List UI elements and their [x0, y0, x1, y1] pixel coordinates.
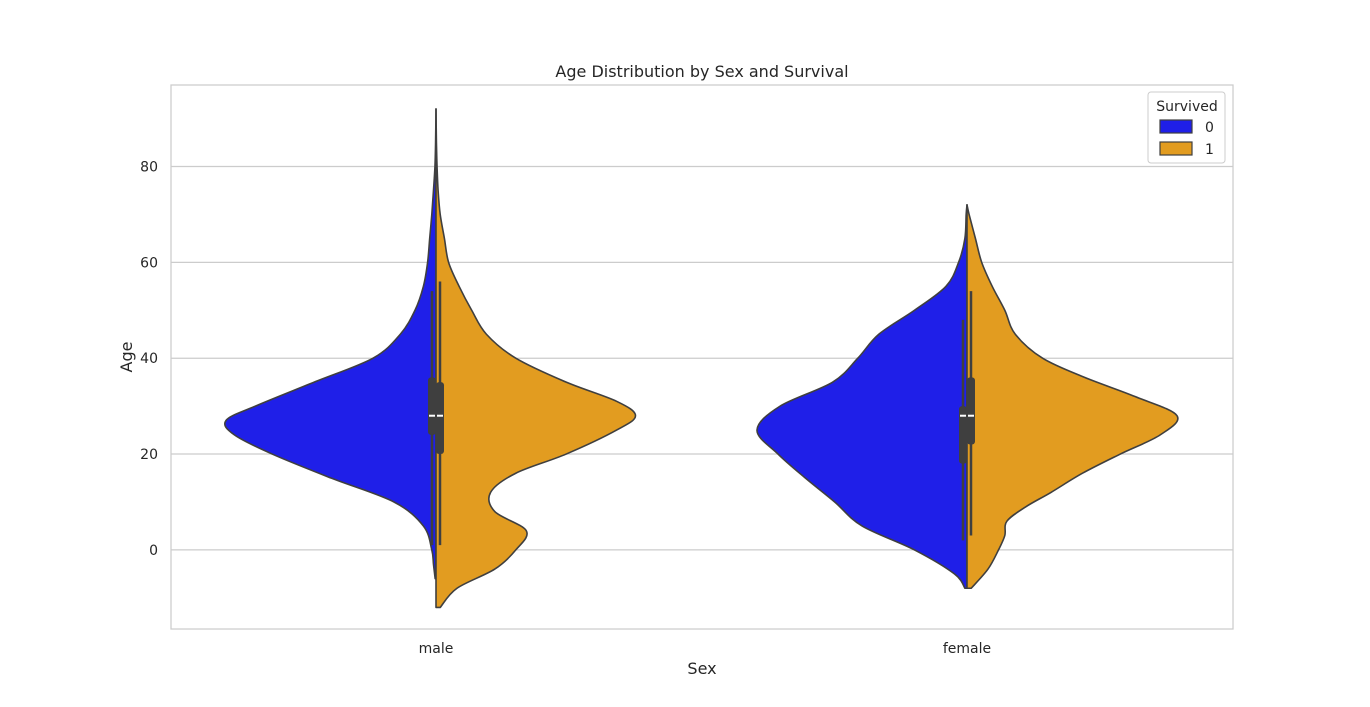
- y-tick-label: 80: [140, 159, 158, 175]
- y-tick-label: 0: [149, 543, 158, 559]
- y-tick-label: 20: [140, 447, 158, 463]
- y-tick-label: 40: [140, 351, 158, 367]
- plot-frame: [170, 84, 1234, 630]
- x-axis-label: Sex: [687, 659, 716, 678]
- inner-boxes: [428, 281, 975, 546]
- x-tick-label: male: [419, 641, 454, 657]
- legend-swatch-1: [1159, 141, 1193, 156]
- iqr-box-male-survived-1: [436, 382, 444, 455]
- violin-female-survived-0: [756, 204, 968, 590]
- violin-male-survived-1: [435, 108, 637, 609]
- x-tick-label: female: [943, 641, 991, 657]
- legend-swatch-0: [1159, 119, 1193, 134]
- x-tick-labels: male female: [419, 641, 992, 657]
- grid-lines: [171, 165, 1233, 551]
- legend: Survived 0 1: [1147, 91, 1226, 164]
- legend-label-1: 1: [1205, 142, 1214, 158]
- iqr-box-male-survived-0: [428, 377, 436, 435]
- legend-title: Survived: [1156, 99, 1217, 115]
- y-axis-label: Age: [117, 342, 136, 373]
- iqr-box-female-survived-0: [959, 406, 967, 464]
- violin-male-survived-0: [223, 108, 437, 580]
- y-tick-label: 60: [140, 255, 158, 271]
- violins: [223, 108, 1179, 609]
- chart-title: Age Distribution by Sex and Survival: [555, 62, 848, 81]
- violin-female-survived-1: [966, 204, 1179, 590]
- legend-label-0: 0: [1205, 120, 1214, 136]
- y-tick-labels: 0 20 40 60 80: [140, 159, 158, 558]
- iqr-box-female-survived-1: [967, 377, 975, 445]
